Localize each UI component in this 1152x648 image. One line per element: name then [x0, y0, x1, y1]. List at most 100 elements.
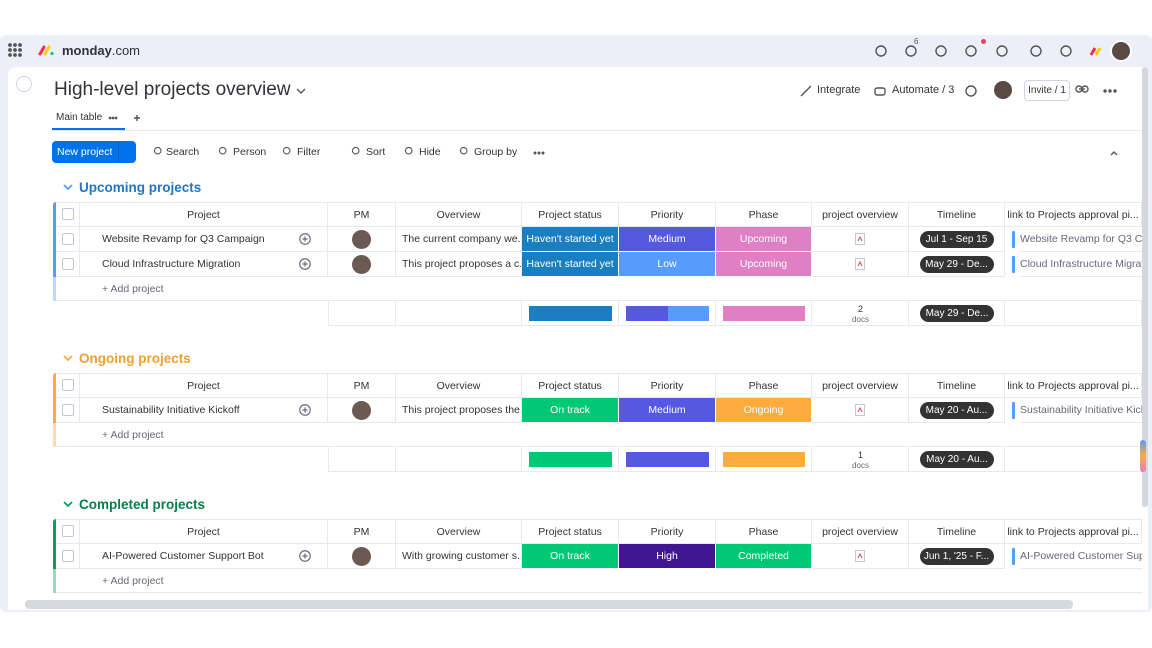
group-strip-add	[53, 423, 56, 447]
column-header: project overview	[812, 519, 909, 544]
help[interactable]	[1058, 43, 1074, 59]
automate[interactable]: Automate / 3	[892, 84, 955, 96]
apps[interactable]	[963, 43, 979, 59]
linked-item[interactable]: AI-Powered Customer Supp	[1020, 544, 1142, 569]
tab-menu[interactable]	[105, 110, 121, 126]
integrate-icon[interactable]	[798, 83, 814, 99]
status-cell[interactable]: On track	[522, 544, 619, 569]
checkbox[interactable]	[62, 208, 74, 220]
toolbar-sort[interactable]: Sort	[366, 146, 386, 158]
group-chevron[interactable]	[60, 350, 76, 366]
doc-cell[interactable]	[812, 227, 909, 252]
sidebar-toggle[interactable]	[16, 76, 32, 92]
priority-cell[interactable]: Medium	[619, 398, 716, 423]
comment-cell[interactable]	[283, 398, 328, 423]
timeline-cell[interactable]: May 29 - De...	[909, 252, 1005, 277]
phase-cell[interactable]: Upcoming	[716, 227, 812, 252]
linked-item[interactable]: Website Revamp for Q3 Ca...	[1020, 227, 1142, 252]
status-cell[interactable]: Haven't started yet	[522, 227, 619, 252]
column-header: Overview	[396, 202, 522, 227]
overview[interactable]: The current company we...	[396, 227, 522, 252]
scroll-marker	[1140, 440, 1146, 472]
project-name[interactable]: Sustainability Initiative Kickoff	[80, 398, 283, 423]
search[interactable]	[1028, 43, 1044, 59]
timeline-cell[interactable]: Jul 1 - Sep 15	[909, 227, 1005, 252]
comment-cell[interactable]	[283, 227, 328, 252]
apps-menu[interactable]	[7, 42, 23, 58]
project-name[interactable]: Cloud Infrastructure Migration	[80, 252, 283, 277]
doc-cell[interactable]	[812, 544, 909, 569]
checkbox[interactable]	[62, 379, 74, 391]
board-owner-avatar[interactable]	[994, 81, 1012, 99]
overview[interactable]: This project proposes a c...	[396, 252, 522, 277]
copy-link[interactable]	[1074, 81, 1090, 97]
toolbar-search[interactable]: Search	[166, 146, 200, 158]
overview[interactable]: With growing customer s...	[396, 544, 522, 569]
new-project-button[interactable]: New project	[52, 141, 136, 163]
comment-cell[interactable]	[283, 544, 328, 569]
group-strip	[53, 202, 56, 277]
board-title[interactable]: High-level projects overview	[54, 79, 291, 100]
doc-cell[interactable]	[812, 252, 909, 277]
checkbox[interactable]	[62, 258, 74, 270]
phase-cell[interactable]: Upcoming	[716, 252, 812, 277]
group-chevron[interactable]	[60, 179, 76, 195]
phase-cell[interactable]: Ongoing	[716, 398, 812, 423]
toolbar-more[interactable]	[531, 145, 547, 161]
timeline-cell[interactable]: May 20 - Au...	[909, 398, 1005, 423]
updates-icon[interactable]	[963, 83, 979, 99]
overview[interactable]: This project proposes the...	[396, 398, 522, 423]
group-title[interactable]: Ongoing projects	[79, 350, 191, 366]
status-cell[interactable]: Haven't started yet	[522, 252, 619, 277]
invite[interactable]: Invite / 1	[1024, 80, 1070, 101]
user-avatar[interactable]	[1110, 40, 1132, 62]
linked-item[interactable]: Sustainability Initiative Kickc	[1020, 398, 1142, 423]
timeline-cell[interactable]: Jun 1, '25 - F...	[909, 544, 1005, 569]
toolbar-filter[interactable]: Filter	[297, 146, 321, 158]
checkbox[interactable]	[62, 525, 74, 537]
priority-cell[interactable]: Low	[619, 252, 716, 277]
integrations[interactable]	[994, 43, 1010, 59]
add-project[interactable]: + Add project	[102, 575, 164, 587]
checkbox[interactable]	[62, 404, 74, 416]
pm-cell[interactable]	[328, 227, 396, 252]
group-chevron[interactable]	[60, 496, 76, 512]
column-header: Timeline	[909, 373, 1005, 398]
automate-icon[interactable]	[872, 83, 888, 99]
vertical-scrollbar[interactable]	[1142, 67, 1148, 507]
checkbox[interactable]	[62, 550, 74, 562]
board-menu[interactable]	[1102, 83, 1118, 99]
tab[interactable]: Main table	[56, 111, 103, 123]
toolbar-person[interactable]: Person	[233, 146, 267, 158]
doc-cell[interactable]	[812, 398, 909, 423]
add-project[interactable]: + Add project	[102, 429, 164, 441]
title-chevron[interactable]	[293, 83, 309, 99]
priority-cell[interactable]: High	[619, 544, 716, 569]
pm-cell[interactable]	[328, 398, 396, 423]
group-title[interactable]: Upcoming projects	[79, 179, 202, 195]
linked-item[interactable]: Cloud Infrastructure Migrati...	[1020, 252, 1142, 277]
summary-cell-border	[396, 301, 522, 326]
project-name[interactable]: Website Revamp for Q3 Campaign	[80, 227, 283, 252]
comment-cell[interactable]	[283, 252, 328, 277]
pm-cell[interactable]	[328, 252, 396, 277]
project-name[interactable]: AI-Powered Customer Support Bot	[80, 544, 283, 569]
group-title[interactable]: Completed projects	[79, 496, 206, 512]
docs-label: docs	[852, 460, 869, 470]
invite-members[interactable]	[933, 43, 949, 59]
integrate[interactable]: Integrate	[817, 84, 861, 96]
inbox[interactable]	[903, 43, 919, 59]
checkbox[interactable]	[62, 233, 74, 245]
notifications[interactable]	[873, 43, 889, 59]
horizontal-scrollbar[interactable]	[25, 600, 1073, 609]
toolbar-group-by[interactable]: Group by	[474, 146, 518, 158]
priority-cell[interactable]: Medium	[619, 227, 716, 252]
product-switcher[interactable]	[1089, 43, 1105, 59]
toolbar-hide[interactable]: Hide	[419, 146, 441, 158]
add-tab[interactable]	[129, 110, 145, 126]
add-project[interactable]: + Add project	[102, 283, 164, 295]
pm-cell[interactable]	[328, 544, 396, 569]
phase-cell[interactable]: Completed	[716, 544, 812, 569]
collapse-toolbar[interactable]	[1106, 145, 1122, 161]
status-cell[interactable]: On track	[522, 398, 619, 423]
